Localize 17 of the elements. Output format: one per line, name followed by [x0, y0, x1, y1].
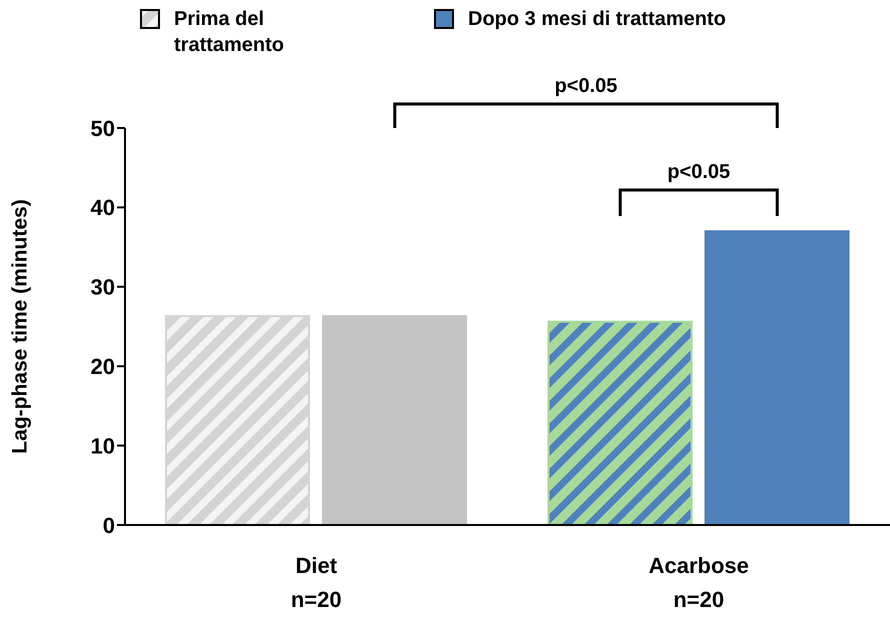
y-tick-label: 20: [90, 354, 115, 380]
bar: [704, 230, 850, 525]
y-tick-label: 10: [90, 433, 115, 458]
bar: [548, 320, 692, 525]
y-tick-label: 30: [90, 274, 115, 300]
y-tick-label: 50: [90, 116, 115, 141]
x-tick-label: Diet n=20: [290, 553, 342, 612]
y-tick-label: 0: [102, 512, 115, 538]
text: p<0.05: [554, 75, 618, 97]
x-tick-label: Acarbose n=20: [648, 553, 749, 612]
y-axis-title: Lag-phase time (minutes): [8, 199, 32, 454]
legend-label: Dopo 3 mesi di trattamento: [468, 7, 726, 32]
bar: [322, 315, 467, 525]
legend-label: Prima del trattamento: [174, 7, 286, 58]
y-tick-label: 40: [90, 195, 115, 220]
annotation: p<0.05: [667, 161, 730, 183]
bar: [165, 315, 310, 525]
